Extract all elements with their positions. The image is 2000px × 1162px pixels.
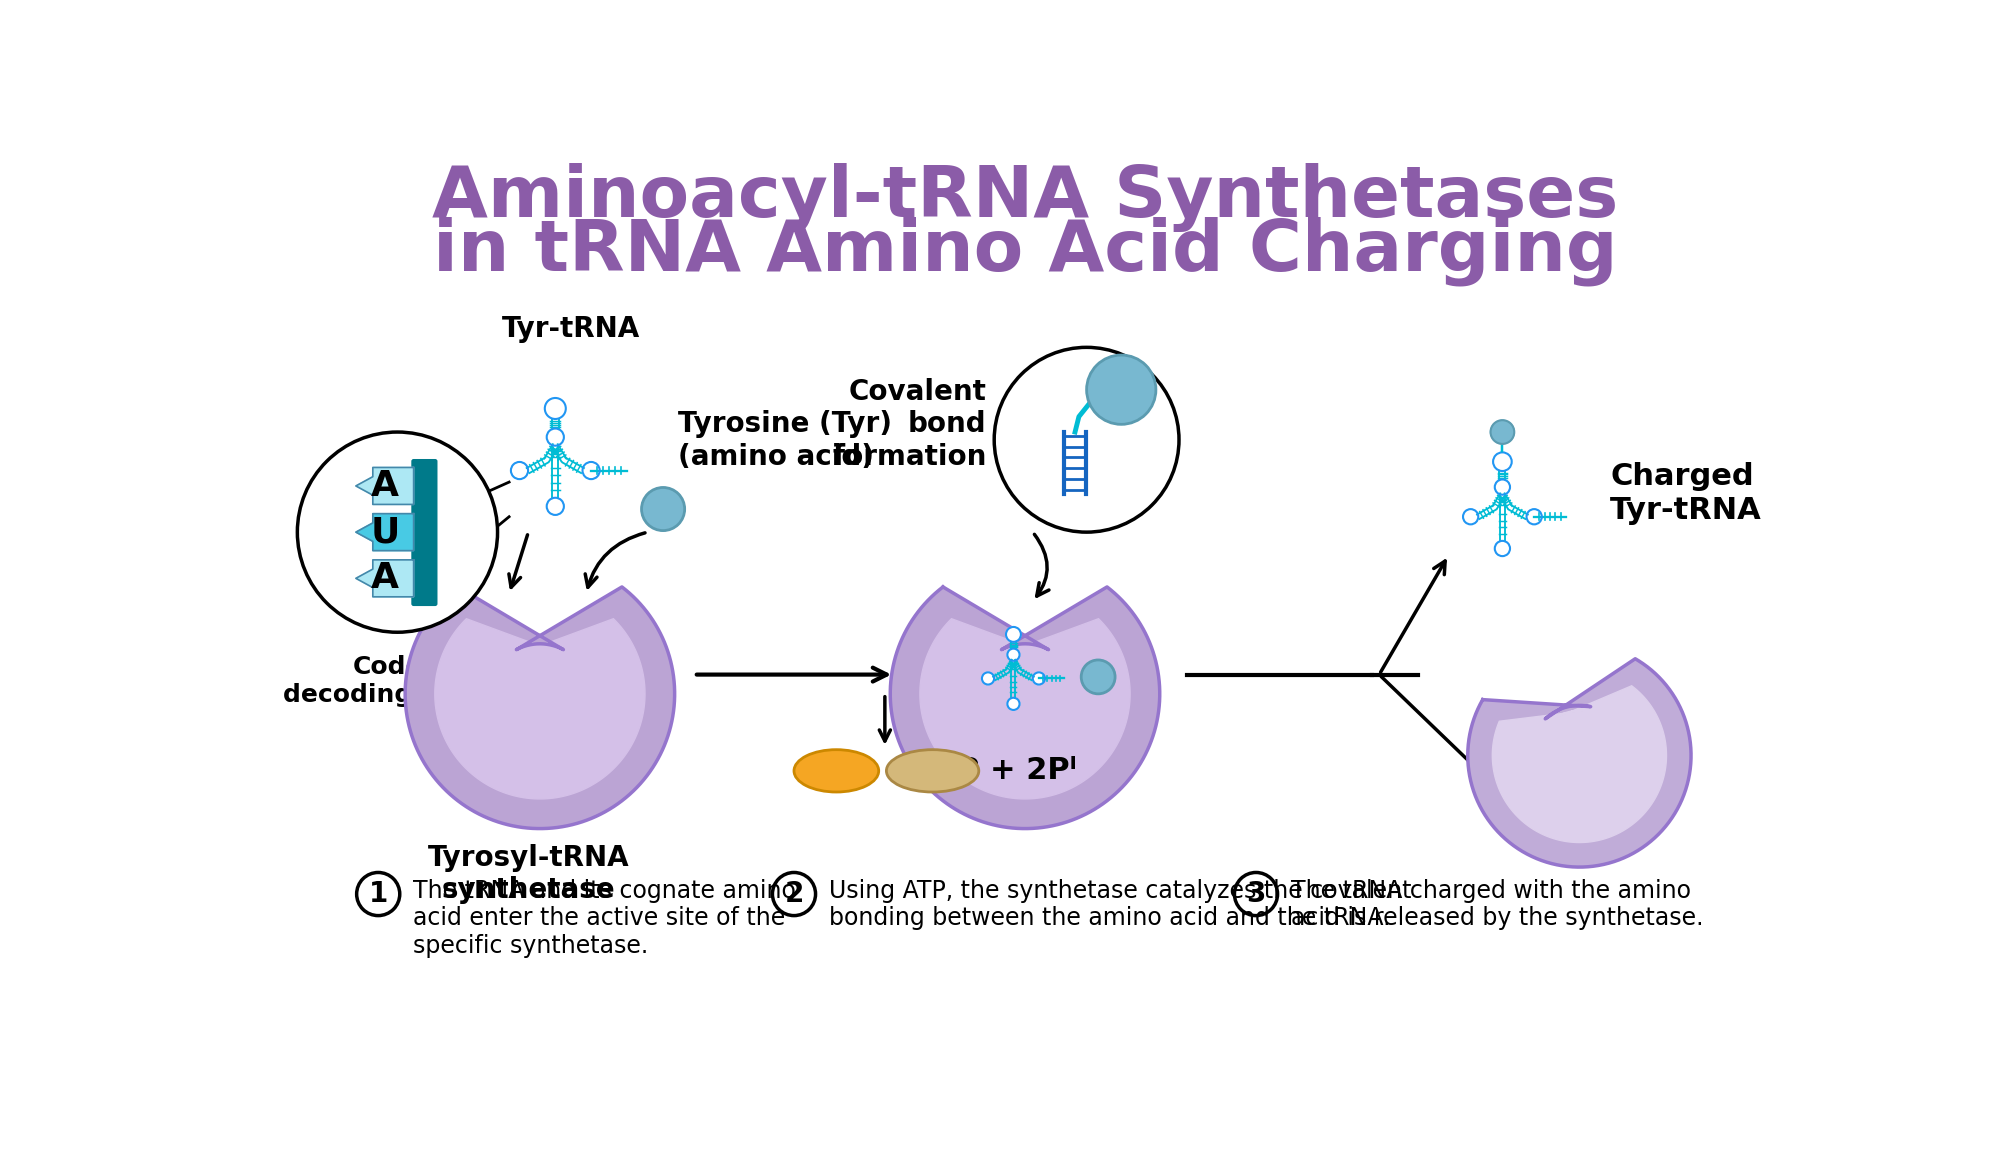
Ellipse shape bbox=[794, 749, 878, 792]
Text: + 2Pᴵ: + 2Pᴵ bbox=[990, 756, 1078, 786]
Polygon shape bbox=[434, 618, 646, 799]
FancyBboxPatch shape bbox=[412, 459, 438, 607]
Polygon shape bbox=[406, 587, 674, 829]
Text: The tRNA and its cognate amino
acid enter the active site of the
specific synthe: The tRNA and its cognate amino acid ente… bbox=[412, 878, 796, 959]
Circle shape bbox=[544, 397, 566, 419]
Circle shape bbox=[1008, 697, 1020, 710]
Circle shape bbox=[1494, 540, 1510, 557]
Text: Covalent
bond
formation: Covalent bond formation bbox=[832, 378, 986, 471]
Circle shape bbox=[546, 429, 564, 446]
Text: 2: 2 bbox=[784, 880, 804, 908]
Text: cAMP: cAMP bbox=[886, 756, 980, 786]
Text: A: A bbox=[372, 469, 400, 503]
Text: Aminoacyl-tRNA Synthetases: Aminoacyl-tRNA Synthetases bbox=[432, 163, 1618, 231]
Text: A: A bbox=[372, 561, 400, 595]
Circle shape bbox=[510, 462, 528, 479]
Circle shape bbox=[994, 347, 1180, 532]
Circle shape bbox=[1494, 452, 1512, 471]
Text: Tyrosyl-tRNA
synthetase: Tyrosyl-tRNA synthetase bbox=[428, 844, 630, 904]
Circle shape bbox=[1526, 509, 1542, 524]
Text: Charged
Tyr-tRNA: Charged Tyr-tRNA bbox=[1610, 462, 1762, 525]
Polygon shape bbox=[890, 587, 1160, 829]
Text: Tyrosine (Tyr)
(amino acid): Tyrosine (Tyr) (amino acid) bbox=[678, 410, 892, 471]
Polygon shape bbox=[356, 467, 414, 504]
Text: 3: 3 bbox=[1246, 880, 1266, 908]
Polygon shape bbox=[920, 618, 1130, 799]
Circle shape bbox=[1008, 648, 1020, 661]
Circle shape bbox=[1494, 480, 1510, 495]
Circle shape bbox=[1006, 627, 1020, 641]
Circle shape bbox=[1086, 356, 1156, 424]
Text: The tRNA charged with the amino
acid is released by the synthetase.: The tRNA charged with the amino acid is … bbox=[1290, 878, 1704, 931]
Circle shape bbox=[1082, 660, 1116, 694]
Circle shape bbox=[1490, 421, 1514, 444]
Circle shape bbox=[982, 673, 994, 684]
Text: Using ATP, the synthetase catalyzes the covalent
bonding between the amino acid : Using ATP, the synthetase catalyzes the … bbox=[828, 878, 1412, 931]
Text: in tRNA Amino Acid Charging: in tRNA Amino Acid Charging bbox=[432, 216, 1618, 286]
Circle shape bbox=[1032, 673, 1044, 684]
Text: ATP: ATP bbox=[804, 756, 868, 786]
Polygon shape bbox=[1492, 686, 1666, 842]
Text: Tyr-tRNA: Tyr-tRNA bbox=[502, 316, 640, 344]
Polygon shape bbox=[356, 560, 414, 597]
Circle shape bbox=[298, 432, 498, 632]
Text: 1: 1 bbox=[368, 880, 388, 908]
Circle shape bbox=[582, 462, 600, 479]
Ellipse shape bbox=[886, 749, 978, 792]
Polygon shape bbox=[1468, 659, 1692, 867]
Text: Codon
decoding for Tyr: Codon decoding for Tyr bbox=[282, 655, 512, 708]
Polygon shape bbox=[356, 514, 414, 551]
Circle shape bbox=[642, 488, 684, 531]
Text: U: U bbox=[370, 515, 400, 550]
Circle shape bbox=[1464, 509, 1478, 524]
Circle shape bbox=[546, 497, 564, 515]
